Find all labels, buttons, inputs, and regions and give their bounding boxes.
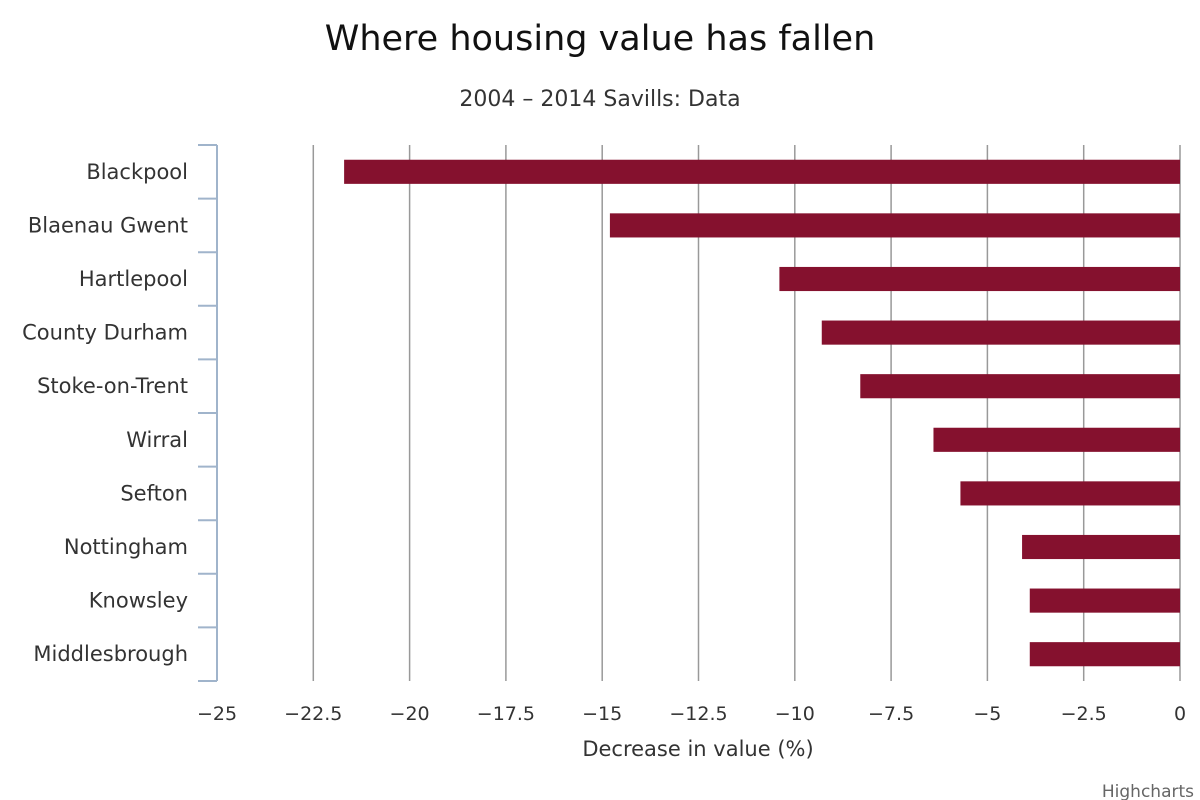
bar-sefton[interactable]	[960, 481, 1180, 506]
category-label: Hartlepool	[79, 267, 188, 291]
bar-blaenau-gwent[interactable]	[609, 213, 1180, 238]
category-label: Stoke-on-Trent	[37, 374, 188, 398]
category-label: Blaenau Gwent	[28, 213, 188, 237]
bar-blackpool[interactable]	[344, 159, 1181, 184]
x-tick-label: −20	[390, 703, 430, 725]
category-label: Blackpool	[86, 160, 188, 184]
bar-nottingham[interactable]	[1022, 534, 1180, 560]
bar-hartlepool[interactable]	[779, 266, 1180, 292]
x-tick-label: −22.5	[284, 703, 342, 725]
x-tick-label: −5	[973, 703, 1001, 725]
category-label: Knowsley	[89, 589, 188, 613]
category-label: County Durham	[22, 321, 188, 345]
x-tick-label: −7.5	[868, 703, 914, 725]
x-tick-label: −25	[197, 703, 237, 725]
bars	[344, 159, 1181, 667]
category-label: Sefton	[120, 481, 188, 505]
category-label: Middlesbrough	[33, 642, 188, 666]
bar-wirral[interactable]	[933, 427, 1180, 452]
y-axis: Blackpool Blaenau Gwent Hartlepool County D…	[22, 144, 218, 682]
chart-subtitle: 2004 – 2014 Savills: Data	[459, 87, 740, 112]
x-axis: −25 −22.5 −20 −17.5 −15 −12.5 −10 −7.5 −5 −2.5 0	[197, 703, 1186, 725]
bar-middlesbrough[interactable]	[1029, 642, 1180, 667]
x-tick-label: −17.5	[477, 703, 535, 725]
x-tick-label: −2.5	[1061, 703, 1107, 725]
bar-stoke-on-trent[interactable]	[860, 374, 1180, 399]
x-axis-title: Decrease in value (%)	[582, 737, 813, 761]
x-tick-label: −10	[775, 703, 815, 725]
x-tick-label: −15	[582, 703, 622, 725]
category-label: Nottingham	[64, 535, 188, 559]
bar-county-durham[interactable]	[821, 320, 1180, 345]
chart-title: Where housing value has fallen	[325, 19, 876, 59]
x-tick-label: −12.5	[669, 703, 727, 725]
x-tick-label: 0	[1174, 703, 1186, 725]
credits-link[interactable]: Highcharts	[1102, 782, 1194, 800]
category-label: Wirral	[126, 428, 188, 452]
bar-knowsley[interactable]	[1029, 588, 1180, 613]
